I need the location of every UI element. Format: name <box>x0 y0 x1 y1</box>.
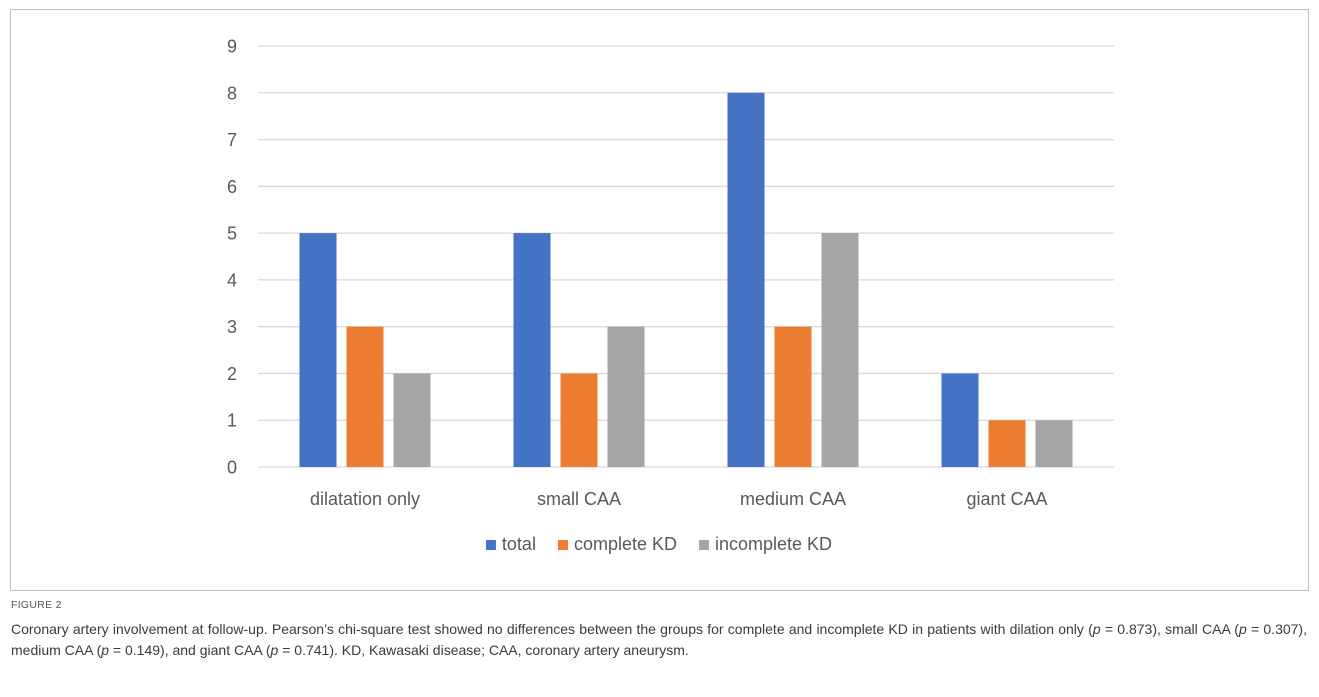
caption-segment: = 0.873), small CAA ( <box>1100 621 1239 637</box>
y-tick-label: 8 <box>227 83 237 103</box>
bar-total <box>513 233 551 467</box>
x-tick-label: small CAA <box>537 489 621 509</box>
legend-label: incomplete KD <box>715 534 832 554</box>
figure-caption: FIGURE 2 Coronary artery involvement at … <box>11 599 1307 661</box>
bar-complete-kd <box>560 373 598 467</box>
caption-segment: = 0.149), and giant CAA ( <box>109 642 271 658</box>
caption-text: Coronary artery involvement at follow-up… <box>11 619 1307 661</box>
caption-p-symbol: p <box>101 642 110 658</box>
figure-label: FIGURE 2 <box>11 599 62 611</box>
y-axis-tick-labels: 0 1 2 3 4 5 6 7 8 9 <box>227 37 237 478</box>
caption-segment: = 0.741). KD, Kawasaki disease; CAA, cor… <box>278 642 689 658</box>
bar-chart: 0 1 2 3 4 5 6 7 8 9 dilatation only small CAA mediu… <box>227 37 1114 554</box>
legend-swatch <box>557 540 568 550</box>
y-tick-label: 2 <box>227 364 237 384</box>
legend: total complete KD incomplete KD <box>485 534 832 554</box>
caption-segment: = 0.307), medium CAA ( <box>11 621 1307 658</box>
x-tick-label: giant CAA <box>966 489 1047 509</box>
legend-swatch <box>699 540 710 550</box>
x-axis-tick-labels: dilatation only small CAA medium CAA giant … <box>310 489 1048 509</box>
y-tick-label: 7 <box>227 130 237 150</box>
y-tick-label: 4 <box>227 270 237 290</box>
bar-total <box>941 373 979 467</box>
caption-p-symbol: p <box>270 642 279 658</box>
caption-segment: Coronary artery involvement at follow-up… <box>11 621 1093 637</box>
y-tick-label: 3 <box>227 317 237 337</box>
bar-incomplete-kd <box>393 373 431 467</box>
bar-incomplete-kd <box>607 326 645 467</box>
figure-frame <box>10 9 1309 591</box>
bar-complete-kd <box>774 326 812 467</box>
caption-p-symbol: p <box>1092 621 1101 637</box>
x-tick-label: dilatation only <box>310 489 420 509</box>
legend-swatch <box>485 540 496 550</box>
y-tick-label: 5 <box>227 224 237 244</box>
x-tick-label: medium CAA <box>740 489 846 509</box>
y-tick-label: 1 <box>227 411 237 431</box>
bar-total <box>299 233 337 467</box>
legend-label: total <box>502 534 536 554</box>
bar-incomplete-kd <box>821 233 859 467</box>
y-tick-label: 9 <box>227 37 237 57</box>
gridlines <box>258 45 1114 468</box>
bar-incomplete-kd <box>1035 420 1073 467</box>
bar-complete-kd <box>988 420 1026 467</box>
bars <box>299 92 1073 468</box>
y-tick-label: 6 <box>227 177 237 197</box>
legend-label: complete KD <box>574 534 677 554</box>
bar-total <box>727 92 765 468</box>
caption-p-symbol: p <box>1238 621 1247 637</box>
y-tick-label: 0 <box>227 458 237 478</box>
bar-complete-kd <box>346 326 384 467</box>
